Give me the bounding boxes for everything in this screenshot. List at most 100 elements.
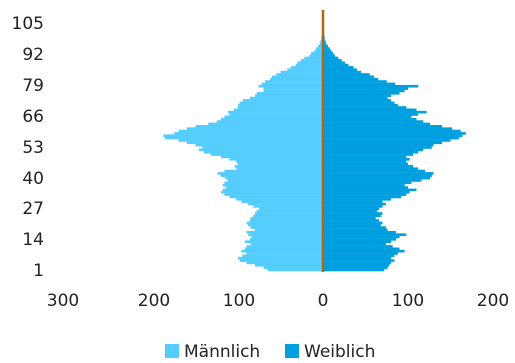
female-bar [323, 99, 391, 102]
male-bar [256, 209, 323, 213]
female-bar [323, 266, 388, 269]
female-bar [323, 122, 431, 126]
female-bar [323, 146, 432, 149]
male-bar [255, 228, 323, 232]
male-bar [248, 202, 323, 206]
female-bar [323, 200, 383, 203]
female-bar [323, 245, 393, 248]
male-bar [221, 174, 323, 178]
male-bar [210, 153, 323, 156]
y-tick-label: 1 [33, 261, 44, 281]
female-bar [323, 84, 419, 88]
female-bar [323, 148, 424, 152]
female-bar [323, 106, 407, 109]
female-bar [323, 188, 417, 192]
female-bar [323, 254, 395, 258]
male-bar [222, 188, 323, 192]
legend-swatch-male [165, 344, 179, 358]
female-bar [323, 42, 327, 46]
male-bar [250, 216, 323, 220]
female-bar [323, 268, 385, 272]
male-bar [224, 181, 323, 185]
female-bar [323, 193, 407, 196]
plot-area [163, 10, 466, 272]
male-bar [267, 268, 323, 272]
male-bar [300, 59, 323, 62]
male-bar [249, 219, 323, 222]
x-tick-label: 200 [138, 291, 170, 311]
male-bars [163, 28, 323, 272]
legend-item-female: Weiblich [285, 342, 375, 362]
female-bar [323, 96, 388, 100]
male-bar [255, 212, 323, 215]
female-bar [323, 110, 427, 114]
male-bar [270, 77, 323, 81]
male-bar [246, 221, 323, 225]
female-bar [323, 157, 410, 161]
legend-swatch-female [285, 344, 299, 358]
female-bar [323, 87, 408, 90]
female-bar [323, 127, 453, 130]
female-bar [323, 174, 432, 178]
female-bar [323, 120, 424, 123]
female-bar [323, 134, 463, 138]
x-tick-label: 300 [47, 291, 79, 311]
male-bar [290, 66, 323, 69]
female-bar [323, 143, 434, 147]
female-bar [323, 108, 417, 112]
male-bar [253, 205, 323, 208]
male-bar [238, 103, 323, 107]
male-bar [221, 190, 323, 194]
male-bar [309, 54, 323, 57]
male-bar [226, 186, 323, 189]
y-tick-label: 92 [22, 45, 44, 65]
male-bar [187, 141, 323, 145]
male-bar [243, 99, 323, 102]
female-bars [323, 28, 466, 272]
female-bar [323, 207, 380, 211]
female-bar [323, 202, 386, 206]
male-bar [224, 193, 323, 196]
male-bar [255, 94, 323, 97]
y-tick-label: 66 [22, 107, 44, 127]
female-bar [323, 139, 451, 142]
male-bar [238, 162, 323, 166]
female-bar [323, 89, 405, 93]
male-bar [204, 150, 323, 154]
female-bar [323, 235, 400, 239]
male-bar [216, 120, 323, 123]
male-bar [259, 207, 323, 211]
male-bar [263, 266, 323, 269]
male-bar [280, 70, 323, 74]
female-bar [323, 94, 391, 97]
male-bar [246, 231, 323, 234]
male-bar [202, 146, 323, 149]
female-bar [323, 129, 461, 133]
female-bar [323, 77, 379, 81]
legend-item-male: Männlich [165, 342, 260, 362]
male-bar [244, 247, 323, 251]
male-bar [236, 167, 323, 171]
male-bar [316, 47, 323, 50]
female-bar [323, 70, 362, 74]
male-bar [229, 157, 323, 161]
male-bar [297, 61, 323, 64]
female-bar [323, 231, 397, 234]
female-bar [323, 167, 419, 171]
female-bar [323, 263, 390, 267]
male-bar [233, 108, 323, 112]
female-bar [323, 54, 335, 57]
male-bar [208, 122, 323, 126]
female-bar [323, 249, 405, 253]
female-bar [323, 141, 442, 145]
male-bar [246, 261, 323, 265]
male-bar [239, 101, 323, 105]
male-bar [251, 235, 323, 239]
female-bar [323, 172, 434, 175]
male-bar [263, 89, 323, 93]
female-bar [323, 113, 419, 116]
female-bar [323, 136, 459, 140]
male-bar [174, 132, 323, 135]
male-bar [195, 124, 323, 128]
